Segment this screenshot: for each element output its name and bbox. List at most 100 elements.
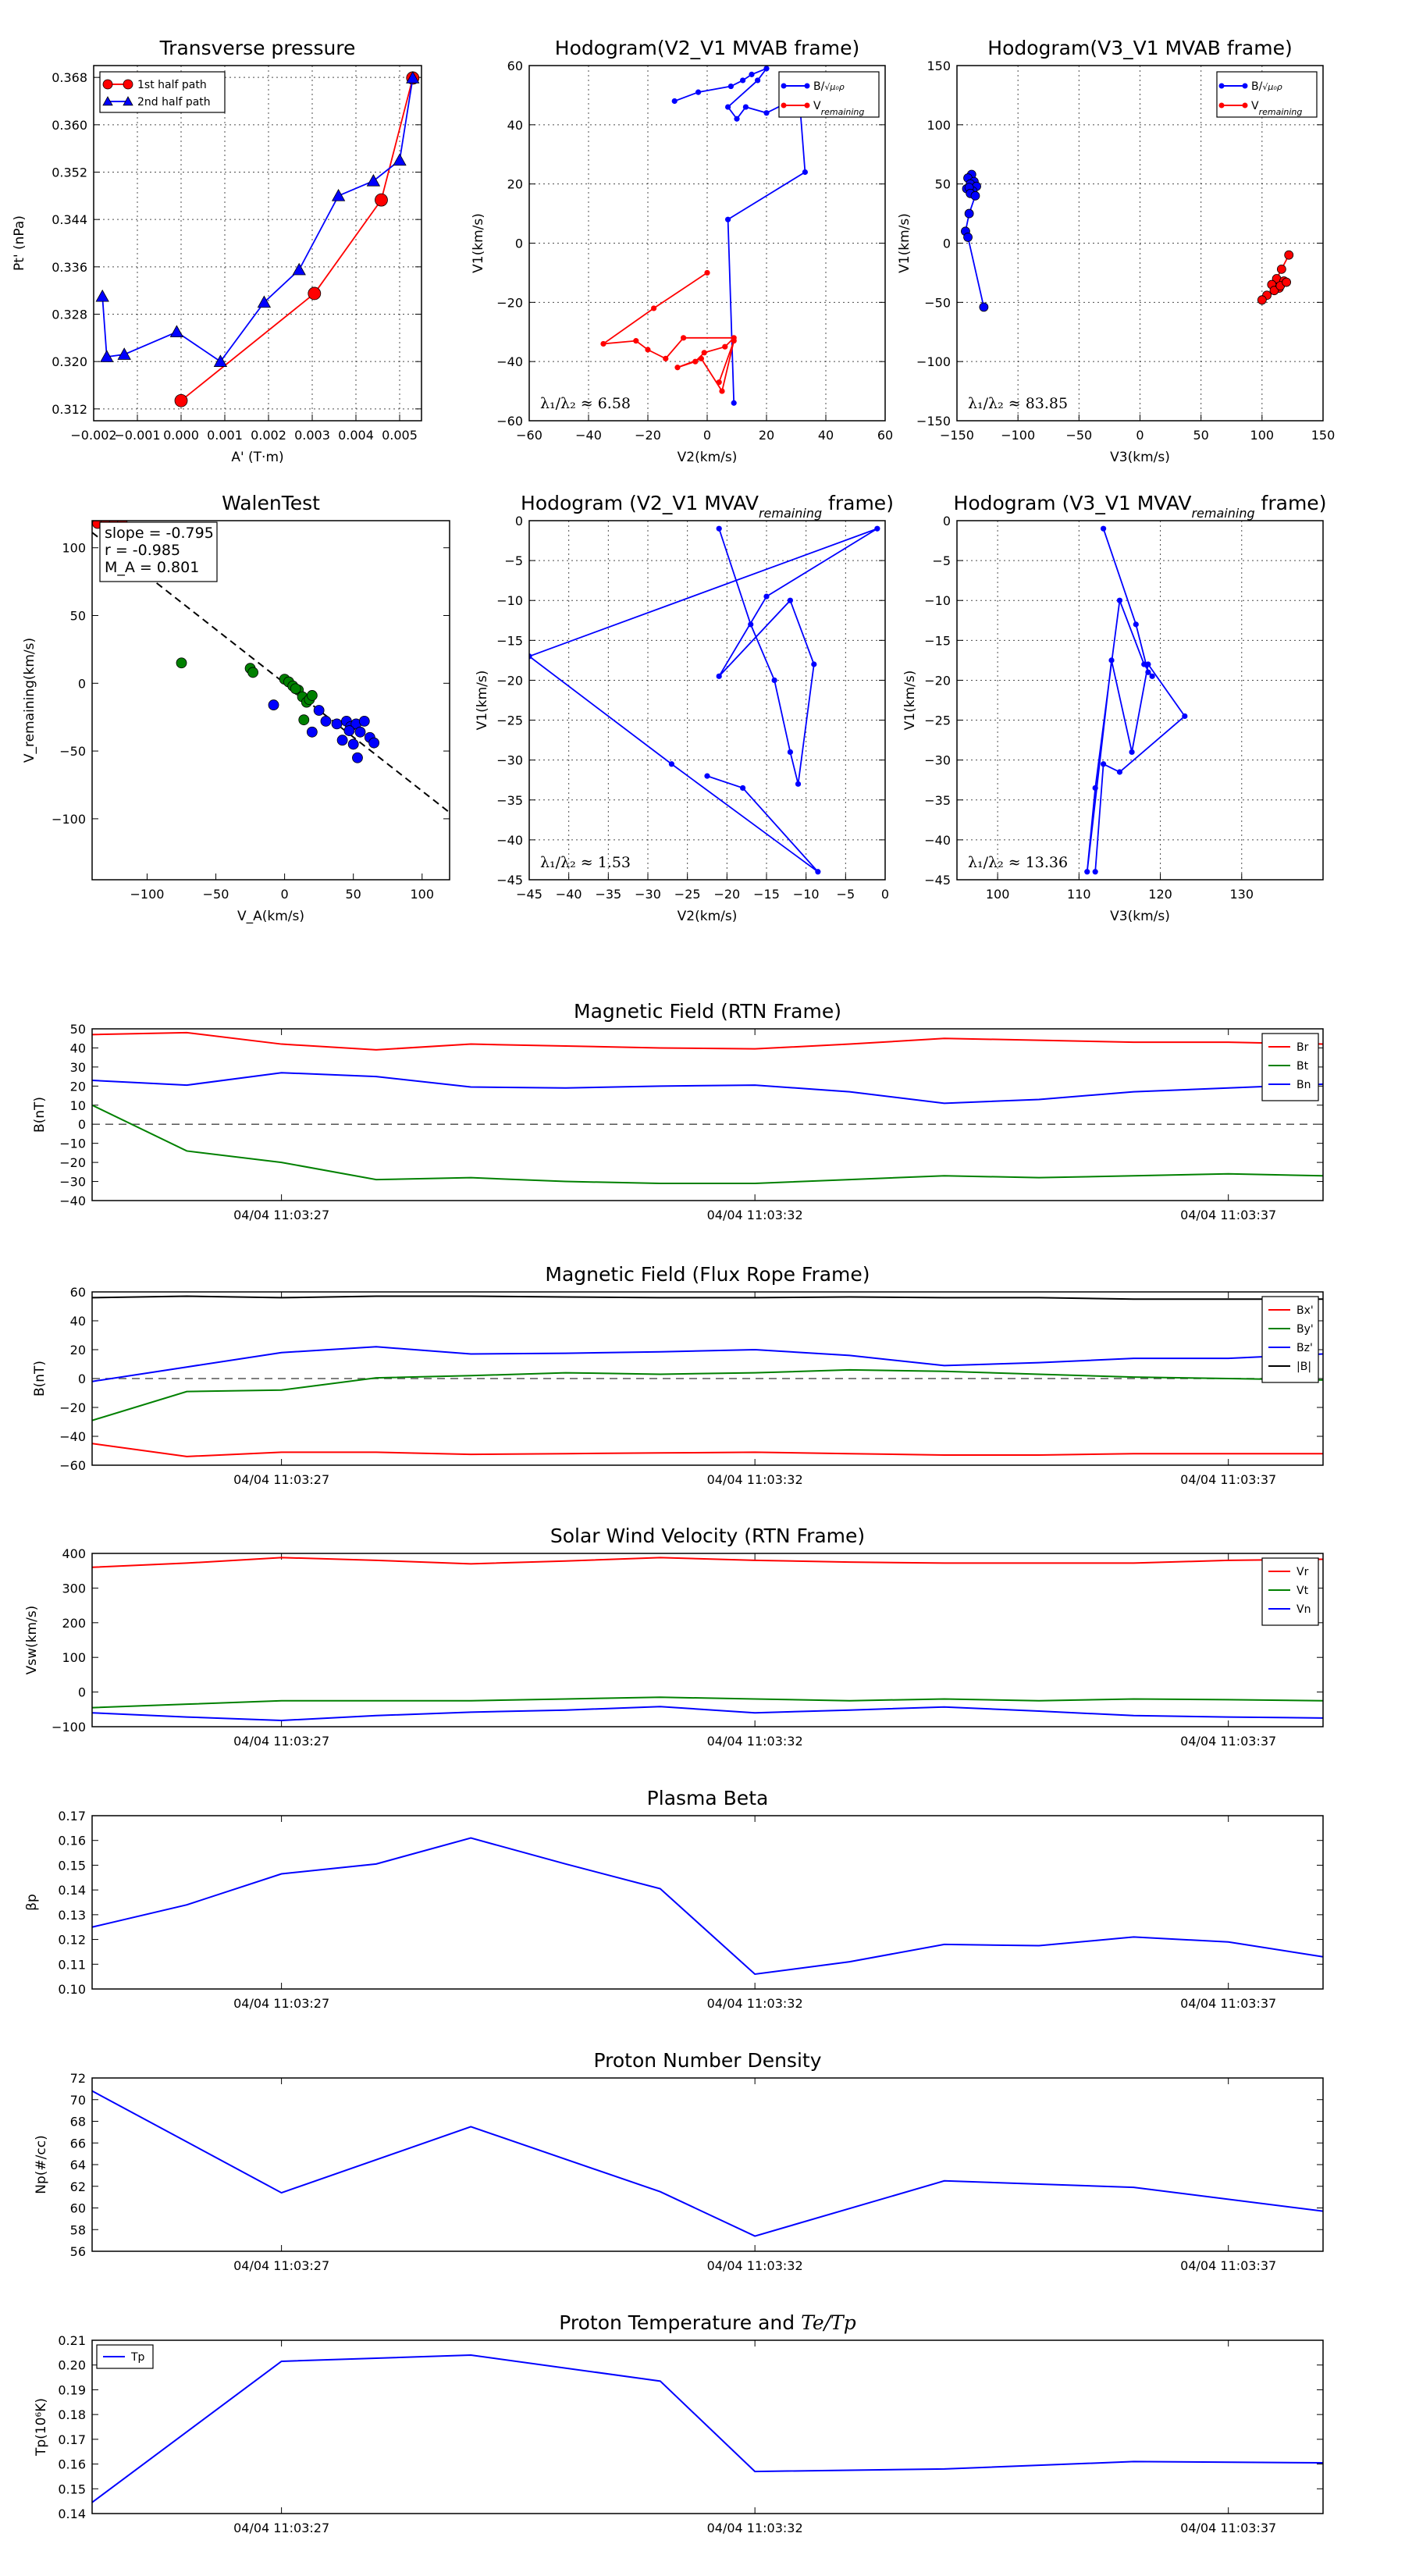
y-tick-label: −20 [59, 1400, 86, 1415]
x-tick-label: −40 [575, 428, 602, 443]
axes-frame [93, 65, 422, 422]
y-tick-label: 64 [70, 2158, 86, 2172]
y-tick-label: −15 [496, 633, 523, 648]
x-tick-label: 04/04 11:03:37 [1180, 2258, 1276, 2273]
y-tick-label: −30 [59, 1175, 86, 1190]
y-tick-label: 0.14 [58, 2507, 86, 2521]
data-point [645, 347, 651, 353]
axes-frame [91, 520, 450, 881]
series-line [92, 1706, 1323, 1722]
y-tick-label: −5 [504, 553, 523, 568]
series-line [674, 66, 806, 404]
x-tick-label: −35 [595, 887, 621, 902]
series-beta [92, 1837, 1323, 1976]
data-point [1242, 83, 1248, 89]
data-point [874, 525, 880, 532]
x-tick-label: 04/04 11:03:37 [1180, 1996, 1276, 2011]
x-axis-label: V2(km/s) [678, 909, 738, 924]
y-tick-label: 50 [70, 609, 86, 624]
data-point [1101, 525, 1107, 532]
x-tick-label: 0 [1136, 428, 1144, 443]
legend-label: B/√μ₀ρ [813, 80, 845, 93]
y-tick-label: −60 [59, 1458, 86, 1473]
data-point [102, 96, 113, 106]
x-tick-label: −20 [713, 887, 740, 902]
chart-title-sub: remaining [1191, 506, 1254, 521]
data-point [176, 657, 187, 669]
chart-p2: Hodogram(V2_V1 MVAB frame) −60 −40 −20 0 20 40… [471, 37, 893, 465]
data-point [749, 71, 755, 77]
x-tick-label: 0.003 [294, 428, 330, 443]
chart-title-end: frame) [1255, 492, 1327, 514]
series-Vt [92, 1696, 1323, 1709]
chart-p5: Hodogram (V2_V1 MVAVremaining frame)−45−… [475, 492, 894, 924]
y-tick-label: 0 [78, 1685, 86, 1700]
x-tick-label: −0.001 [114, 428, 160, 443]
data-point [331, 718, 343, 730]
x-tick-label: −100 [1001, 428, 1035, 443]
data-point [970, 190, 980, 201]
data-point [123, 96, 133, 106]
chart-title-text: Magnetic Field (Flux Rope Frame) [545, 1263, 870, 1286]
data-point [704, 773, 710, 779]
x-tick-label: 04/04 11:03:32 [707, 1208, 803, 1222]
y-tick-label: 0.12 [58, 1933, 86, 1948]
legend [1261, 1557, 1319, 1626]
y-tick-label: −100 [916, 354, 951, 369]
chart-title: Hodogram(V3_V1 MVAB frame) [987, 37, 1292, 59]
y-tick-label: −50 [924, 295, 951, 310]
stats-line: r = -0.985 [105, 542, 180, 559]
y-tick-label: 50 [70, 1022, 86, 1037]
y-tick-label: 20 [70, 1079, 86, 1094]
series-line [92, 1368, 1323, 1421]
legend [778, 71, 880, 118]
data-point [306, 726, 318, 738]
chart-title-text: Hodogram (V2_V1 MVAV [521, 492, 759, 514]
data-point [308, 286, 322, 301]
axes-frame [528, 65, 886, 422]
x-tick-label: −5 [837, 887, 855, 902]
x-axis-label: V_A(km/s) [237, 909, 304, 924]
x-tick-label: 100 [410, 887, 434, 902]
x-tick-label: −20 [635, 428, 661, 443]
data-point [169, 325, 184, 338]
data-point [722, 343, 728, 350]
series-B [92, 1295, 1323, 1300]
chart-title-text: Solar Wind Velocity (RTN Frame) [550, 1525, 865, 1547]
data-point [1218, 83, 1225, 89]
y-axis-label: Vsw(km/s) [24, 1606, 40, 1675]
data-point [306, 690, 318, 701]
y-tick-label: −20 [59, 1155, 86, 1170]
data-point [725, 104, 731, 110]
x-tick-label: 04/04 11:03:32 [707, 2521, 803, 2535]
x-tick-label: −15 [753, 887, 780, 902]
y-tick-label: −35 [924, 793, 951, 808]
data-point [704, 269, 710, 276]
x-tick-label: 0 [881, 887, 889, 902]
legend [1261, 1296, 1319, 1383]
chart-title: Proton Number Density [594, 2049, 822, 2072]
chart-title: Magnetic Field (RTN Frame) [574, 1000, 841, 1023]
data-point [763, 66, 770, 72]
data-point [740, 785, 746, 792]
series-Vn [92, 1706, 1323, 1722]
data-point [633, 338, 639, 344]
data-point [102, 79, 113, 90]
y-tick-label: 20 [70, 1343, 86, 1357]
chart-title: Magnetic Field (Flux Rope Frame) [545, 1263, 870, 1286]
legend-label: Bx' [1297, 1304, 1314, 1317]
y-axis-label: V1(km/s) [902, 671, 918, 731]
x-tick-label: 0 [703, 428, 711, 443]
data-point [1182, 713, 1188, 720]
y-axis-label: B(nT) [32, 1361, 48, 1397]
series-line [600, 272, 736, 393]
data-point [313, 705, 325, 716]
x-axis-label: V2(km/s) [678, 450, 738, 465]
y-tick-label: 0.336 [52, 260, 87, 275]
x-tick-label: 04/04 11:03:27 [233, 1996, 329, 2011]
series-Bn [92, 1072, 1323, 1105]
chart-title-text: Magnetic Field (RTN Frame) [574, 1000, 841, 1023]
eigen-ratio: λ₁/λ₂ ≈ 13.36 [968, 854, 1068, 871]
series-line [92, 1837, 1323, 1976]
data-point [366, 174, 381, 187]
